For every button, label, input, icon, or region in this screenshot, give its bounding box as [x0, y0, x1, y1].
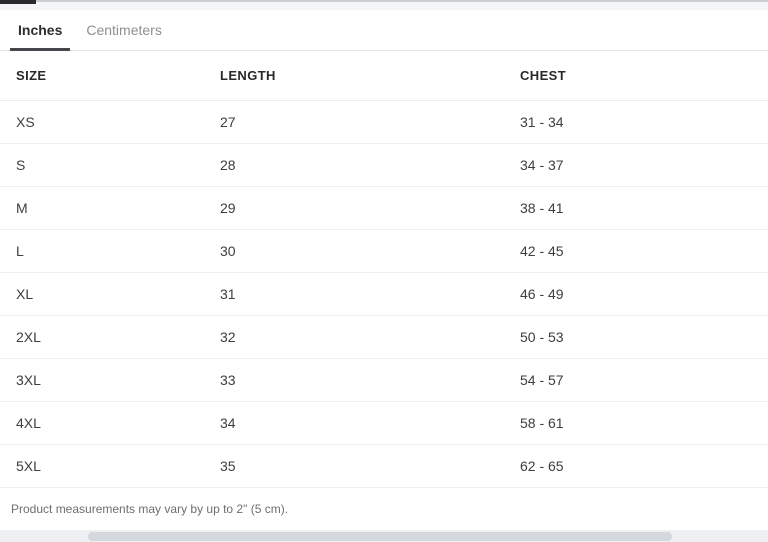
chest-cell: 50 - 53 — [520, 329, 564, 345]
size-cell: S — [16, 157, 26, 173]
chest-cell: 46 - 49 — [520, 286, 564, 302]
length-cell: 27 — [220, 114, 236, 130]
size-cell: XL — [16, 286, 34, 302]
top-edge-decoration — [0, 0, 768, 10]
chest-cell: 34 - 37 — [520, 157, 564, 173]
chest-cell: 54 - 57 — [520, 372, 564, 388]
length-cell: 33 — [220, 372, 236, 388]
size-cell: 2XL — [16, 329, 41, 345]
table-row: 2XL 32 50 - 53 — [0, 316, 768, 359]
table-row: S 28 34 - 37 — [0, 144, 768, 187]
chest-cell: 38 - 41 — [520, 200, 564, 216]
length-cell: 35 — [220, 458, 236, 474]
chest-cell: 58 - 61 — [520, 415, 564, 431]
size-cell: M — [16, 200, 28, 216]
size-cell: L — [16, 243, 24, 259]
tab-centimeters[interactable]: Centimeters — [78, 10, 169, 50]
table-row: 4XL 34 58 - 61 — [0, 402, 768, 445]
length-cell: 29 — [220, 200, 236, 216]
column-header-chest: CHEST — [520, 68, 567, 83]
length-cell: 31 — [220, 286, 236, 302]
column-header-length: LENGTH — [220, 68, 276, 83]
top-left-dark-fragment — [0, 0, 36, 4]
table-row: XL 31 46 - 49 — [0, 273, 768, 316]
table-row: L 30 42 - 45 — [0, 230, 768, 273]
column-header-size: SIZE — [16, 68, 47, 83]
length-cell: 30 — [220, 243, 236, 259]
unit-tabs: Inches Centimeters — [0, 10, 768, 51]
size-cell: XS — [16, 114, 35, 130]
tab-inches[interactable]: Inches — [10, 10, 71, 51]
footer-note: Product measurements may vary by up to 2… — [0, 488, 768, 530]
size-cell: 4XL — [16, 415, 41, 431]
footer-note-text: Product measurements may vary by up to 2… — [11, 502, 289, 516]
length-cell: 32 — [220, 329, 236, 345]
table-row: M 29 38 - 41 — [0, 187, 768, 230]
tab-centimeters-label: Centimeters — [86, 22, 162, 38]
table-row: 3XL 33 54 - 57 — [0, 359, 768, 402]
size-cell: 5XL — [16, 458, 41, 474]
chest-cell: 31 - 34 — [520, 114, 564, 130]
table-row: XS 27 31 - 34 — [0, 101, 768, 144]
length-cell: 34 — [220, 415, 236, 431]
scrollbar-thumb[interactable] — [88, 532, 672, 541]
size-chart-table: SIZE LENGTH CHEST XS 27 31 - 34 S 28 34 … — [0, 51, 768, 488]
tab-inches-label: Inches — [18, 22, 63, 38]
top-edge-line — [0, 0, 768, 2]
horizontal-scrollbar[interactable] — [0, 530, 768, 542]
length-cell: 28 — [220, 157, 236, 173]
chest-cell: 42 - 45 — [520, 243, 564, 259]
size-cell: 3XL — [16, 372, 41, 388]
chest-cell: 62 - 65 — [520, 458, 564, 474]
table-row: 5XL 35 62 - 65 — [0, 445, 768, 488]
table-header-row: SIZE LENGTH CHEST — [0, 51, 768, 101]
table-body: XS 27 31 - 34 S 28 34 - 37 M 29 38 - 41 … — [0, 101, 768, 488]
